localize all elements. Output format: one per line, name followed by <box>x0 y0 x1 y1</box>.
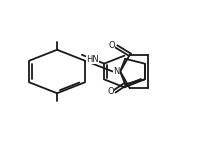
Text: O: O <box>107 87 114 96</box>
Text: N: N <box>113 67 120 76</box>
Text: O: O <box>108 41 115 50</box>
Text: HN: HN <box>86 54 99 63</box>
